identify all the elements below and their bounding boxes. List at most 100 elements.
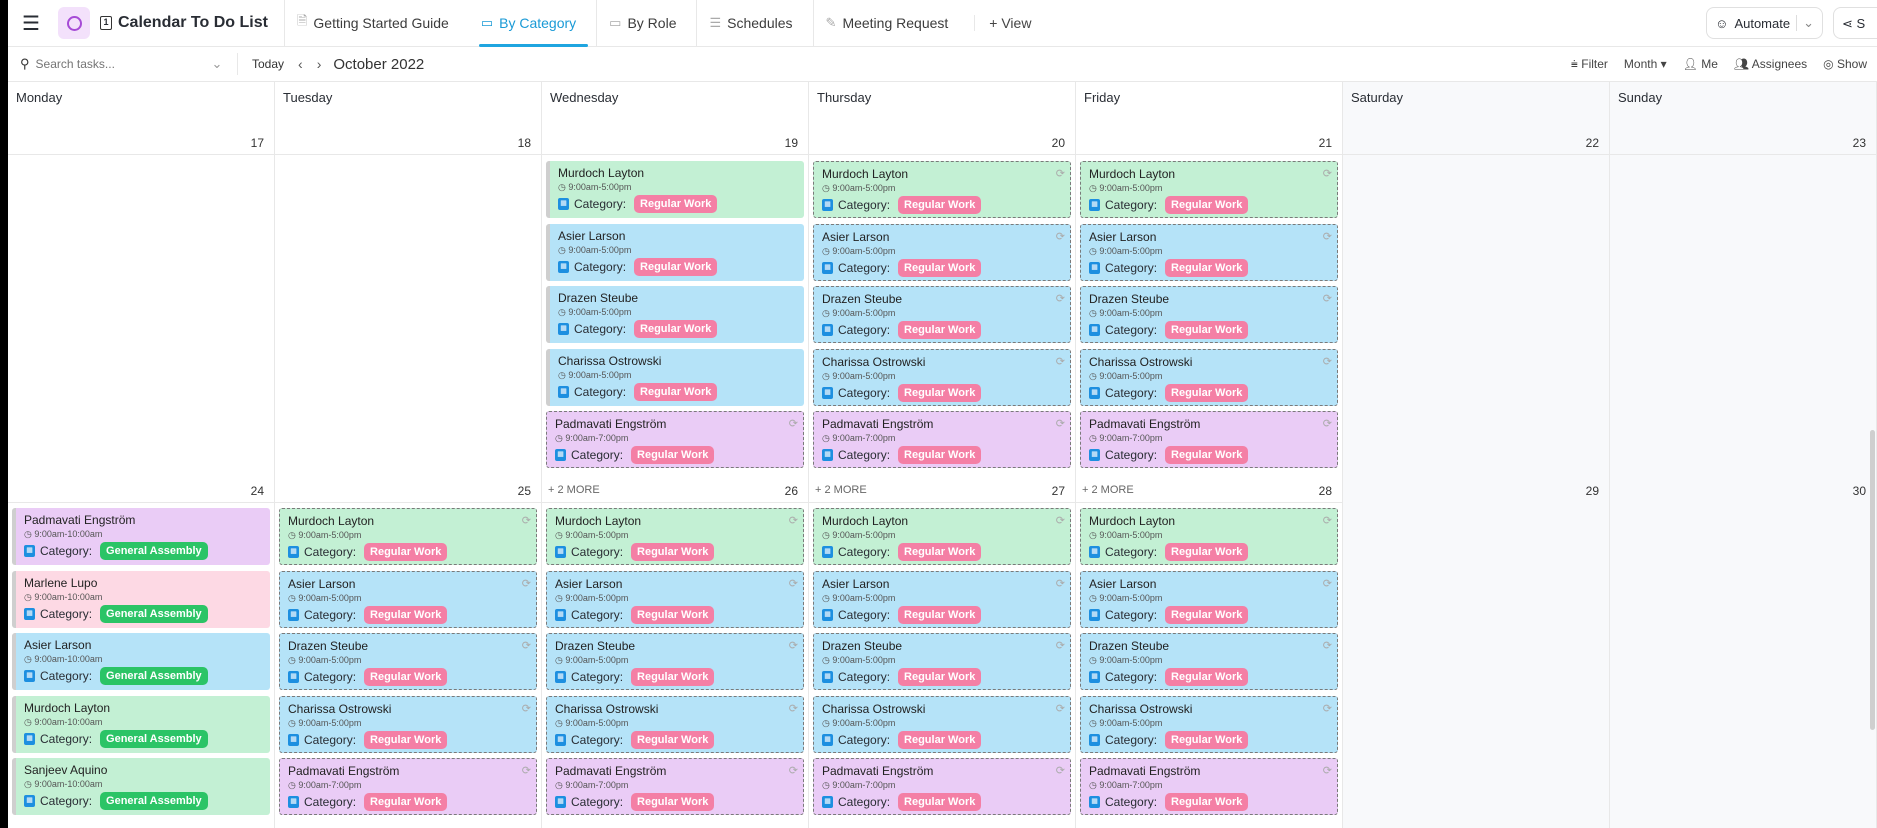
task-card[interactable]: Murdoch Layton ◷ 9:00am-5:00pm ▦ Category… [546,161,804,218]
day-cell[interactable]: Murdoch Layton ◷ 9:00am-5:00pm ▦ Category… [542,502,809,828]
date-number[interactable]: 26 [784,484,798,498]
date-number[interactable]: 27 [1051,484,1065,498]
category-badge[interactable]: Regular Work [631,605,715,624]
category-badge[interactable]: Regular Work [898,446,982,464]
category-badge[interactable]: Regular Work [1165,383,1249,402]
me-button[interactable]: 👤︎ Me [1682,56,1718,71]
category-badge[interactable]: Regular Work [364,605,448,624]
category-badge[interactable]: Regular Work [898,196,982,214]
day-cell[interactable]: Murdoch Layton ◷ 9:00am-5:00pm ▦ Category… [809,502,1076,828]
category-badge[interactable]: Regular Work [634,195,718,213]
category-badge[interactable]: Regular Work [364,730,448,749]
date-number[interactable]: 17 [250,136,264,150]
tab-by-category[interactable]: ▭ By Category [469,0,589,47]
date-number[interactable]: 22 [1585,136,1599,150]
task-card[interactable]: Asier Larson ◷ 9:00am-5:00pm ▦ Category: R… [813,570,1071,628]
category-badge[interactable]: General Assembly [100,604,208,623]
category-badge[interactable]: Regular Work [1165,605,1249,624]
task-card[interactable]: Padmavati Engström ◷ 9:00am-7:00pm ▦ Cate… [813,758,1071,815]
task-card[interactable]: Murdoch Layton ◷ 9:00am-5:00pm ▦ Category… [813,508,1071,565]
day-cell[interactable] [1343,502,1610,828]
category-badge[interactable]: Regular Work [364,793,448,811]
category-badge[interactable]: General Assembly [100,542,208,560]
hamburger-menu-icon[interactable]: ☰ [22,12,40,35]
task-card[interactable]: Murdoch Layton ◷ 9:00am-5:00pm ▦ Category… [1080,161,1338,218]
more-tasks-link[interactable]: + 2 MORE [815,484,867,496]
add-view-button[interactable]: + View [974,15,1031,31]
date-number[interactable]: 21 [1318,136,1332,150]
tab-meeting-request[interactable]: ✎ Meeting Request [812,0,961,47]
view-mode-dropdown[interactable]: Month ▾ [1623,56,1667,71]
task-card[interactable]: Charissa Ostrowski ◷ 9:00am-5:00pm ▦ Cate… [1080,348,1338,406]
task-card[interactable]: Murdoch Layton ◷ 9:00am-5:00pm ▦ Category… [1080,508,1338,565]
date-number[interactable]: 29 [1585,484,1599,498]
category-badge[interactable]: Regular Work [631,446,715,464]
task-card[interactable]: Asier Larson ◷ 9:00am-5:00pm ▦ Category: R… [546,223,804,281]
scrollbar[interactable] [1870,430,1875,730]
category-badge[interactable]: Regular Work [898,383,982,402]
category-badge[interactable]: Regular Work [898,258,982,277]
search-input[interactable] [35,57,206,71]
task-card[interactable]: Asier Larson ◷ 9:00am-5:00pm ▦ Category: R… [813,223,1071,281]
share-button[interactable]: ⋖ S [1833,7,1877,39]
category-badge[interactable]: Regular Work [898,668,982,686]
space-logo[interactable] [58,7,90,39]
chevron-down-icon[interactable]: ⌄ [211,56,223,71]
task-card[interactable]: Asier Larson ◷ 9:00am-5:00pm ▦ Category: R… [546,570,804,628]
date-number[interactable]: 18 [517,136,531,150]
category-badge[interactable]: Regular Work [364,668,448,686]
day-cell[interactable]: 30 [1610,155,1877,502]
category-badge[interactable]: Regular Work [1165,196,1249,214]
date-number[interactable]: 24 [250,484,264,498]
category-badge[interactable]: Regular Work [898,605,982,624]
task-card[interactable]: Charissa Ostrowski ◷ 9:00am-5:00pm ▦ Cate… [1080,695,1338,753]
day-cell[interactable]: Murdoch Layton ◷ 9:00am-5:00pm ▦ Category… [1076,502,1343,828]
category-badge[interactable]: Regular Work [1165,543,1249,561]
task-card[interactable]: Marlene Lupo ◷ 9:00am-10:00am ▦ Category:… [12,570,270,628]
task-card[interactable]: Charissa Ostrowski ◷ 9:00am-5:00pm ▦ Cate… [546,695,804,753]
task-card[interactable]: Drazen Steube ◷ 9:00am-5:00pm ▦ Category:… [813,286,1071,343]
list-title[interactable]: 1 Calendar To Do List [100,14,268,32]
today-button[interactable]: Today [252,57,285,71]
task-card[interactable]: Drazen Steube ◷ 9:00am-5:00pm ▦ Category:… [1080,286,1338,343]
task-card[interactable]: Asier Larson ◷ 9:00am-5:00pm ▦ Category: R… [1080,223,1338,281]
next-month-button[interactable]: › [316,56,322,72]
day-cell[interactable]: 24 [8,155,275,502]
task-card[interactable]: Padmavati Engström ◷ 9:00am-7:00pm ▦ Cate… [279,758,537,815]
more-tasks-link[interactable]: + 2 MORE [1082,484,1134,496]
category-badge[interactable]: Regular Work [631,730,715,749]
category-badge[interactable]: Regular Work [631,793,715,811]
day-cell[interactable]: Murdoch Layton ◷ 9:00am-5:00pm ▦ Category… [1076,155,1343,502]
more-tasks-link[interactable]: + 2 MORE [548,484,600,496]
date-number[interactable]: 23 [1852,136,1866,150]
filter-button[interactable]: ⩧ Filter [1570,56,1608,71]
task-card[interactable]: Padmavati Engström ◷ 9:00am-10:00am ▦ Cat… [12,508,270,565]
category-badge[interactable]: Regular Work [631,543,715,561]
task-card[interactable]: Drazen Steube ◷ 9:00am-5:00pm ▦ Category:… [546,633,804,690]
category-badge[interactable]: Regular Work [1165,321,1249,339]
date-number[interactable]: 19 [784,136,798,150]
category-badge[interactable]: General Assembly [100,792,208,810]
date-number[interactable]: 30 [1852,484,1866,498]
day-cell[interactable] [1610,502,1877,828]
prev-month-button[interactable]: ‹ [298,56,303,72]
category-badge[interactable]: Regular Work [1165,730,1249,749]
category-badge[interactable]: Regular Work [364,543,448,561]
category-badge[interactable]: Regular Work [898,543,982,561]
task-card[interactable]: Drazen Steube ◷ 9:00am-5:00pm ▦ Category:… [279,633,537,690]
task-card[interactable]: Asier Larson ◷ 9:00am-5:00pm ▦ Category: R… [279,570,537,628]
category-badge[interactable]: Regular Work [631,668,715,686]
task-card[interactable]: Asier Larson ◷ 9:00am-5:00pm ▦ Category: R… [1080,570,1338,628]
task-card[interactable]: Drazen Steube ◷ 9:00am-5:00pm ▦ Category:… [546,286,804,343]
task-card[interactable]: Charissa Ostrowski ◷ 9:00am-5:00pm ▦ Cate… [546,348,804,406]
task-card[interactable]: Charissa Ostrowski ◷ 9:00am-5:00pm ▦ Cate… [813,695,1071,753]
tab-by-role[interactable]: ▭ By Role [596,0,688,47]
category-badge[interactable]: Regular Work [634,320,718,338]
task-card[interactable]: Murdoch Layton ◷ 9:00am-10:00am ▦ Categor… [12,695,270,753]
day-cell[interactable]: 29 [1343,155,1610,502]
category-badge[interactable]: Regular Work [634,382,718,401]
task-card[interactable]: Padmavati Engström ◷ 9:00am-7:00pm ▦ Cate… [813,411,1071,468]
category-badge[interactable]: General Assembly [100,729,208,748]
show-button[interactable]: ◎ Show [1823,56,1867,71]
task-card[interactable]: Drazen Steube ◷ 9:00am-5:00pm ▦ Category:… [1080,633,1338,690]
